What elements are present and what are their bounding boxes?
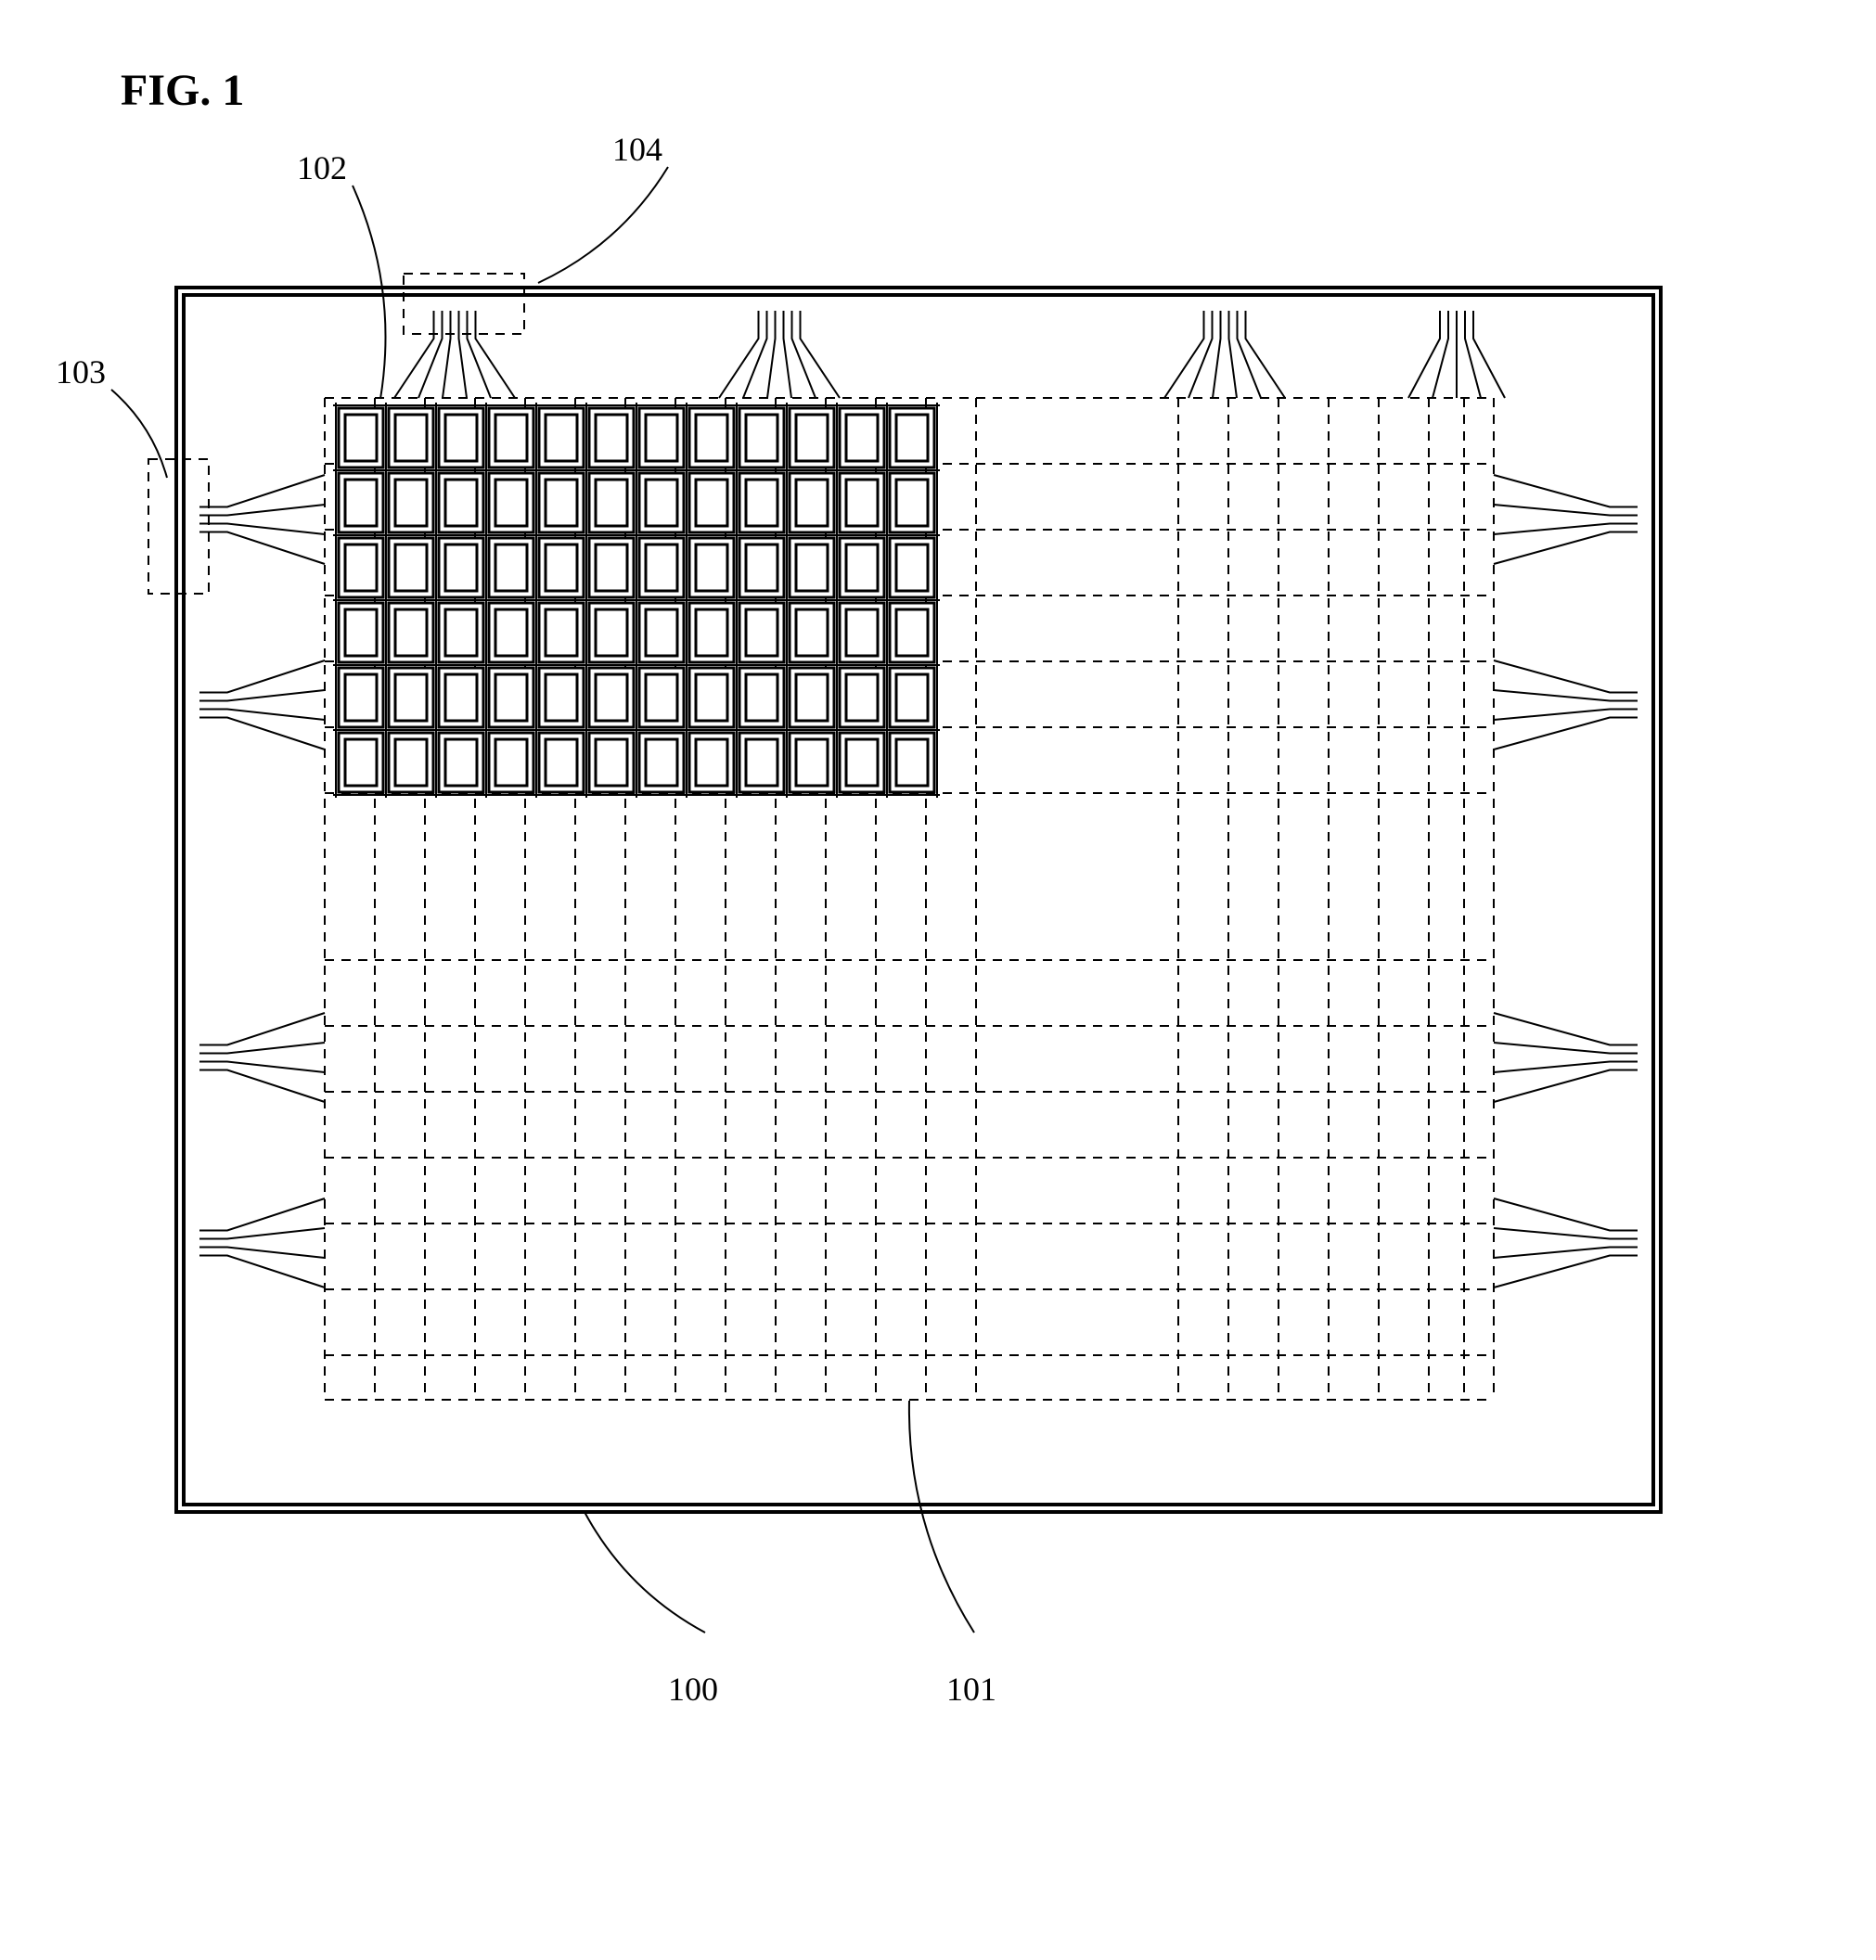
leader-line-l104 — [538, 167, 668, 283]
fanout-top-line — [767, 311, 776, 398]
fanout-top-line — [476, 311, 516, 398]
leader-line-l101 — [909, 1401, 974, 1633]
leader-line-l100 — [585, 1512, 705, 1633]
fanout-top-line — [394, 311, 434, 398]
fanout-left-line — [199, 1198, 325, 1231]
fanout-right-line — [1494, 1070, 1638, 1103]
fanout-left-line — [199, 718, 325, 750]
fanout-right-line — [1494, 1198, 1638, 1231]
fanout-top-line — [1164, 311, 1204, 398]
fanout-left-line — [199, 532, 325, 565]
fanout-right-line — [1494, 1256, 1638, 1288]
fanout-right-line — [1494, 532, 1638, 565]
callout-104 — [404, 274, 524, 334]
fanout-top-line — [459, 311, 468, 398]
fanout-top-line — [468, 311, 492, 398]
fanout-top-line — [792, 311, 816, 398]
fanout-right-line — [1494, 660, 1638, 693]
fanout-top-line — [1246, 311, 1286, 398]
fanout-right-line — [1494, 718, 1638, 750]
fanout-top-line — [1238, 311, 1262, 398]
fanout-left-line — [199, 660, 325, 693]
fanout-right-line — [1494, 1013, 1638, 1045]
schematic-svg — [37, 37, 1800, 1800]
leader-line-l103 — [111, 390, 167, 478]
fanout-left-line — [199, 1070, 325, 1103]
fanout-left-line — [199, 1256, 325, 1288]
fanout-top-line — [1213, 311, 1221, 398]
fanout-left-line — [199, 475, 325, 507]
fanout-top-line — [418, 311, 443, 398]
fanout-top-line — [801, 311, 841, 398]
callout-103 — [148, 459, 209, 594]
fanout-right-line — [1494, 475, 1638, 507]
fanout-top-line — [743, 311, 767, 398]
fanout-top-line — [1229, 311, 1238, 398]
fanout-top-line — [719, 311, 759, 398]
fanout-top-line — [443, 311, 451, 398]
leader-line-l102 — [353, 186, 386, 399]
figure-container: FIG. 1 102 104 103 100 101 — [37, 37, 1707, 1800]
fanout-top-line — [1189, 311, 1213, 398]
fanout-top-line — [784, 311, 792, 398]
fanout-left-line — [199, 1013, 325, 1045]
